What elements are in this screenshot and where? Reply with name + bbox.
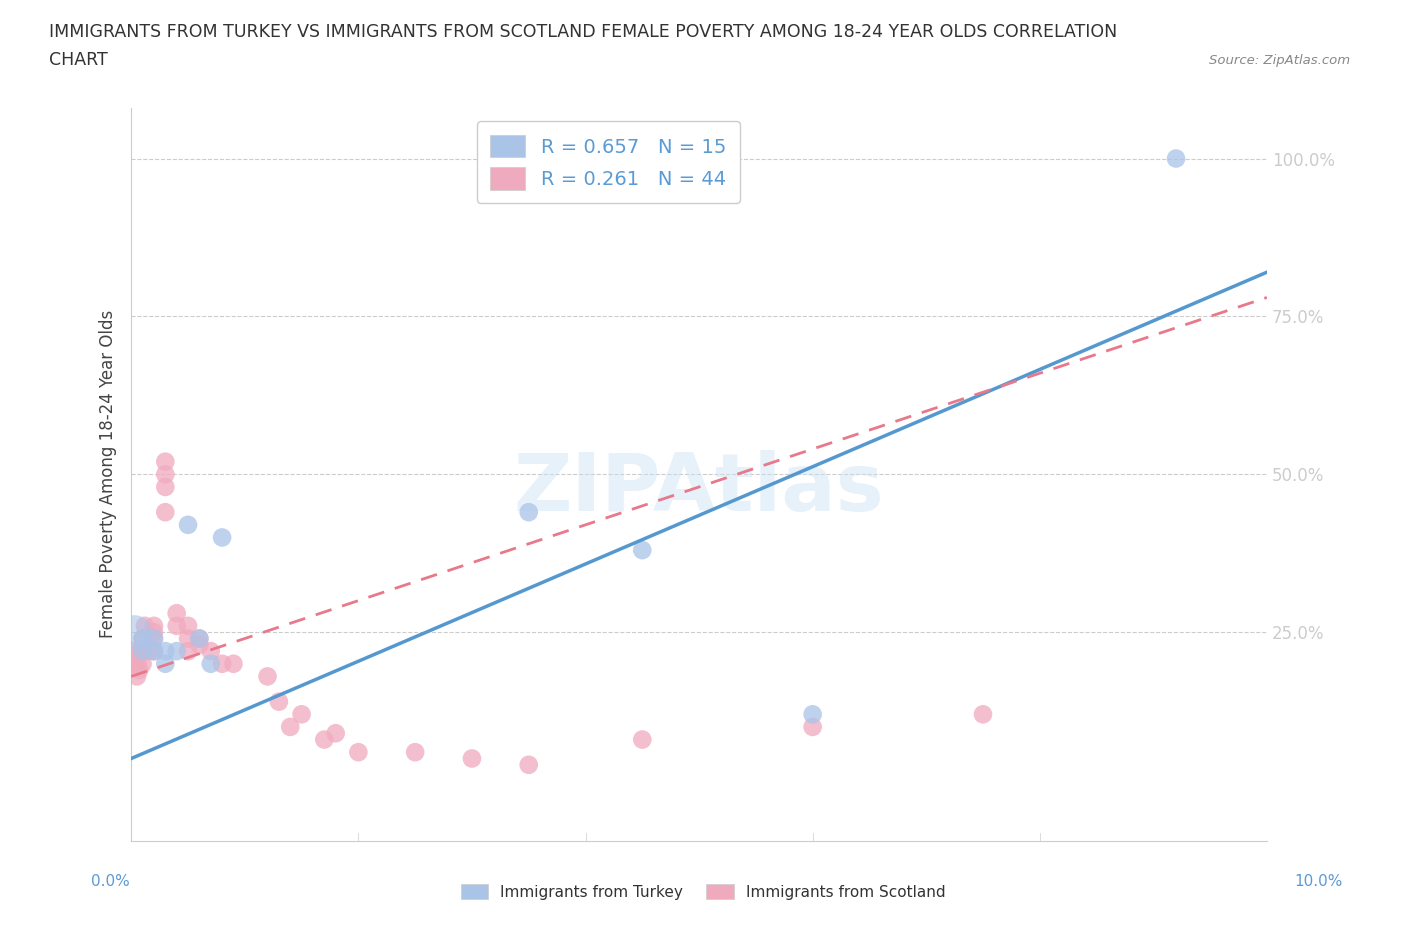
Point [211, 657, 233, 671]
Point [267, 694, 290, 709]
Point [278, 720, 301, 735]
Point [131, 644, 153, 658]
Point [124, 625, 146, 640]
Point [131, 631, 153, 646]
Point [1164, 151, 1187, 166]
Point [188, 631, 211, 646]
Point [131, 644, 153, 658]
Point [143, 644, 166, 658]
Point [122, 644, 145, 658]
Point [166, 605, 188, 620]
Point [200, 644, 222, 658]
Point [136, 644, 159, 658]
Legend: R = 0.657   N = 15, R = 0.261   N = 44: R = 0.657 N = 15, R = 0.261 N = 44 [477, 122, 740, 204]
Point [131, 644, 153, 658]
Point [124, 657, 146, 671]
Point [222, 657, 245, 671]
Point [131, 631, 153, 646]
Point [155, 467, 177, 482]
Point [143, 625, 166, 640]
Point [188, 631, 211, 646]
Text: IMMIGRANTS FROM TURKEY VS IMMIGRANTS FROM SCOTLAND FEMALE POVERTY AMONG 18-24 YE: IMMIGRANTS FROM TURKEY VS IMMIGRANTS FRO… [49, 23, 1118, 41]
Point [177, 631, 200, 646]
Point [155, 480, 177, 495]
Point [517, 505, 540, 520]
Text: ZIPAtlas: ZIPAtlas [513, 450, 884, 528]
Point [166, 644, 188, 658]
Point [177, 644, 200, 658]
Point [631, 542, 654, 557]
Point [256, 669, 278, 684]
Point [155, 454, 177, 469]
Point [177, 618, 200, 633]
Point [143, 618, 166, 633]
Point [404, 745, 426, 760]
Point [166, 618, 188, 633]
Point [325, 725, 347, 740]
Point [972, 707, 994, 722]
Legend: Immigrants from Turkey, Immigrants from Scotland: Immigrants from Turkey, Immigrants from … [454, 877, 952, 906]
Point [631, 732, 654, 747]
Point [143, 631, 166, 646]
Point [125, 669, 148, 684]
Text: 0.0%: 0.0% [91, 874, 131, 889]
Text: 10.0%: 10.0% [1295, 874, 1343, 889]
Point [134, 618, 156, 633]
Point [517, 757, 540, 772]
Point [155, 505, 177, 520]
Point [143, 644, 166, 658]
Text: CHART: CHART [49, 51, 108, 69]
Point [188, 637, 211, 652]
Point [200, 657, 222, 671]
Point [291, 707, 314, 722]
Point [461, 751, 484, 766]
Point [127, 657, 149, 671]
Point [155, 644, 177, 658]
Point [347, 745, 370, 760]
Point [801, 707, 824, 722]
Y-axis label: Female Poverty Among 18-24 Year Olds: Female Poverty Among 18-24 Year Olds [100, 311, 117, 638]
Text: Source: ZipAtlas.com: Source: ZipAtlas.com [1209, 54, 1350, 67]
Point [143, 631, 166, 646]
Point [131, 657, 153, 671]
Point [801, 720, 824, 735]
Point [177, 517, 200, 532]
Point [314, 732, 336, 747]
Point [211, 530, 233, 545]
Point [128, 663, 150, 678]
Point [125, 657, 148, 671]
Point [155, 657, 177, 671]
Point [129, 644, 152, 658]
